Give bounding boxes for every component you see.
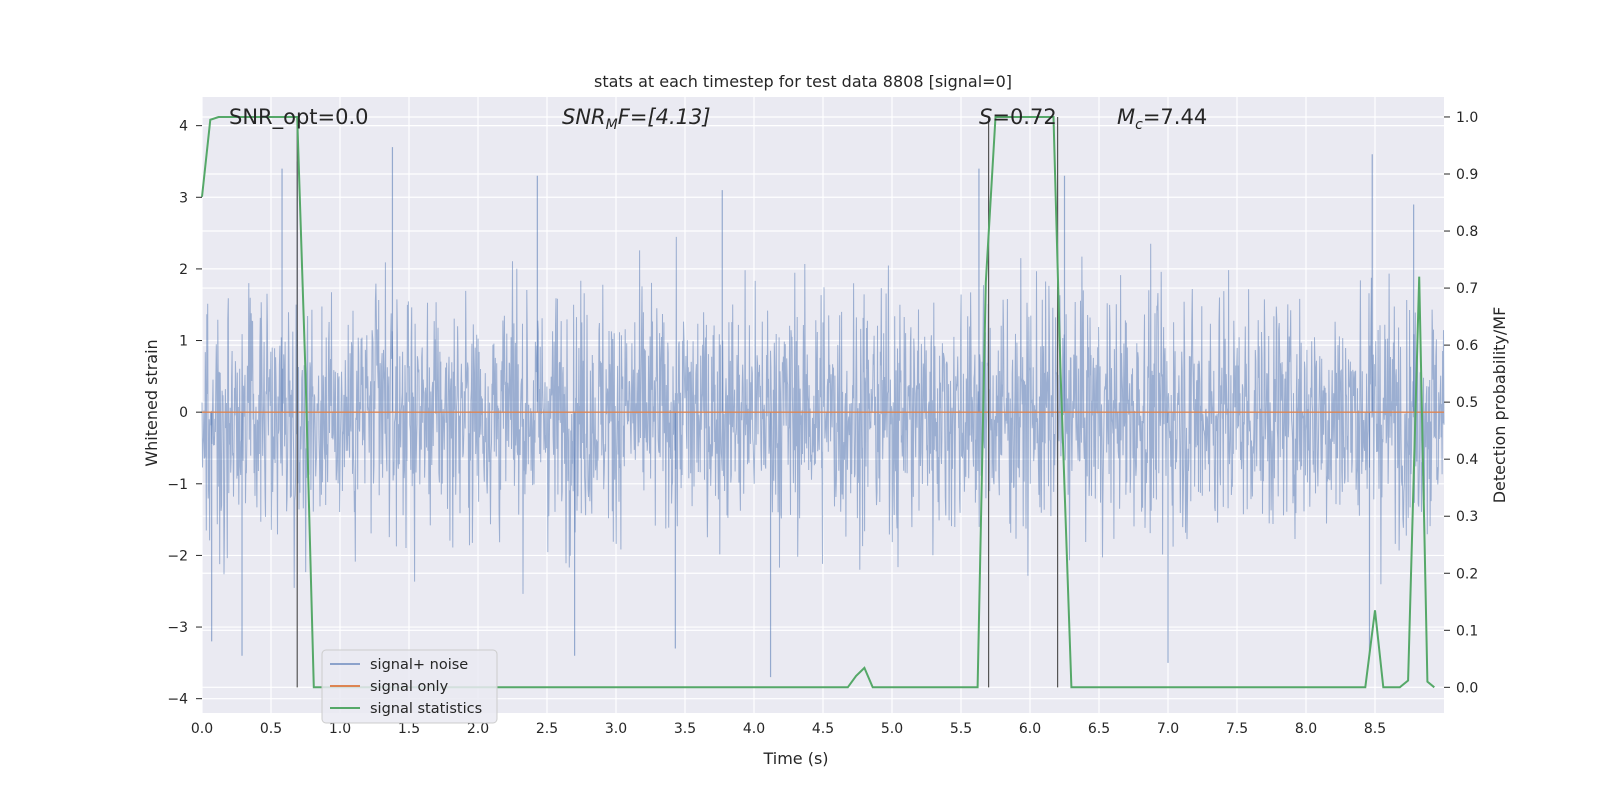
y-right-tick-label: 0.2 [1456, 566, 1478, 582]
x-tick-label: 8.0 [1295, 721, 1317, 737]
y-right-axis-label: Detection probability/MF [1490, 307, 1509, 504]
snr-mf-subscript: M [606, 117, 618, 133]
x-tick-label: 1.5 [398, 721, 420, 737]
x-tick-label: 7.0 [1157, 721, 1179, 737]
statistics-line [201, 116, 1435, 689]
legend-label: signal+ noise [370, 657, 468, 673]
s-annotation: S=0.72 [979, 105, 1057, 129]
y-axis-label: Whitened strain [142, 339, 161, 466]
y-right-tick-label: 0.5 [1456, 395, 1478, 411]
x-tick-label: 5.0 [881, 721, 903, 737]
x-tick-label: 4.5 [812, 721, 834, 737]
s-value: =0.72 [992, 105, 1056, 129]
snr-opt-annotation: SNR_opt=0.0 [229, 105, 369, 130]
x-axis-label: Time (s) [762, 749, 828, 768]
x-tick-label: 6.0 [1019, 721, 1041, 737]
y-right-tick-label: 0.7 [1456, 281, 1478, 297]
x-tick-label: 2.5 [536, 721, 558, 737]
snr-mf-annotation: SNRMF=[4.13] [562, 105, 711, 133]
x-tick-label: 5.5 [950, 721, 972, 737]
y-tick-label: 1 [179, 334, 188, 350]
y-right-tick-label: 1.0 [1456, 110, 1478, 126]
mc-value: =7.44 [1143, 105, 1207, 129]
x-tick-label: 3.0 [605, 721, 627, 737]
y-tick-label: −1 [167, 477, 188, 493]
y-tick-label: −4 [167, 692, 188, 708]
legend-label: signal statistics [370, 701, 482, 717]
s-symbol: S [979, 105, 992, 129]
y-tick-label: 4 [179, 119, 188, 135]
noise-line [201, 236, 1445, 594]
vertical-markers [296, 116, 1059, 688]
x-tick-label: 0.0 [191, 721, 213, 737]
legend-label: signal only [370, 679, 449, 695]
y-tick-label: 2 [179, 262, 188, 278]
y-tick-label: −2 [167, 548, 188, 564]
x-tick-label: 2.0 [467, 721, 489, 737]
x-tick-label: 0.5 [260, 721, 282, 737]
y-right-tick-label: 0.1 [1456, 623, 1478, 639]
snr-mf-main: SNR [562, 105, 606, 129]
y-right-tick-label: 0.9 [1456, 167, 1478, 183]
y-tick-label: 3 [179, 190, 188, 206]
axes: 0.0 0.5 1.0 1.5 2.0 2.5 3.0 3.5 4.0 4.5 5.0 5.5 6.0 6… [167, 110, 1478, 737]
y-right-tick-label: 0.0 [1456, 680, 1478, 696]
x-tick-label: 3.5 [674, 721, 696, 737]
y-right-tick-label: 0.8 [1456, 224, 1478, 240]
y-right-tick-label: 0.4 [1456, 452, 1478, 468]
x-tick-label: 8.5 [1364, 721, 1386, 737]
mc-annotation: Mc=7.44 [1117, 105, 1207, 133]
noise-series [201, 147, 1445, 678]
x-tick-label: 1.0 [329, 721, 351, 737]
signal-statistics-series [201, 116, 1435, 689]
x-tick-label: 7.5 [1226, 721, 1248, 737]
x-tick-label: 6.5 [1088, 721, 1110, 737]
legend-box [321, 649, 498, 724]
x-tick-label: 4.0 [743, 721, 765, 737]
snr-mf-suffix: F=[4.13] [618, 105, 711, 129]
legend: signal+ noise signal only signal statistic… [321, 649, 498, 724]
y-tick-label: 0 [179, 405, 188, 421]
y-right-tick-label: 0.3 [1456, 509, 1478, 525]
y-tick-label: −3 [167, 620, 188, 636]
mc-symbol: M [1117, 105, 1135, 129]
y-right-tick-label: 0.6 [1456, 338, 1478, 354]
mc-subscript: c [1135, 117, 1143, 133]
chart-title: stats at each timestep for test data 880… [594, 72, 1012, 91]
